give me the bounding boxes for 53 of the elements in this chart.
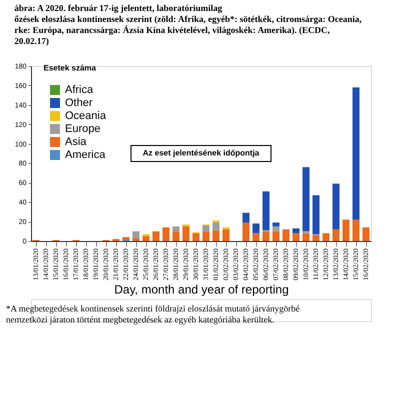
bar <box>152 231 160 241</box>
bar <box>212 222 220 230</box>
bar <box>282 229 290 241</box>
bar <box>312 195 320 234</box>
bar <box>312 235 320 241</box>
bar <box>202 231 210 241</box>
bar <box>332 229 340 241</box>
bar <box>322 233 330 241</box>
bar <box>292 228 300 234</box>
bar <box>342 220 350 241</box>
y-axis-title: Esetek száma <box>44 64 97 72</box>
text: ábra: A 2020. február 17-ig jelentett, laboratóriumilag <box>14 3 222 13</box>
legend-label: Africa <box>65 84 94 96</box>
legend-label: Other <box>65 97 93 109</box>
bar <box>132 231 140 238</box>
bar <box>122 237 130 240</box>
bar <box>292 233 300 241</box>
bar <box>272 222 280 226</box>
bar <box>172 231 180 241</box>
text: őzések eloszlása kontinensek szerint (zöld: Afrika, egyéb*: sötétkék, citromsárga: Oceania, <box>14 14 362 24</box>
bar <box>242 212 250 223</box>
bar <box>182 226 190 241</box>
legend-label: America <box>65 149 106 161</box>
bar <box>142 236 150 241</box>
text: rke: Európa, narancssárga: Ázsia Kína kivételével, világoskék: Amerika). (ECDC, <box>14 25 330 35</box>
bar <box>262 231 270 241</box>
legend-label: Europe <box>65 123 100 135</box>
bar <box>362 227 370 241</box>
bar <box>272 231 280 241</box>
annotation: Az eset jelentésének időpontja <box>142 148 260 158</box>
text: *A megbetegedések kontinensek szerinti földrajzi eloszlását mutató járványgörbé <box>6 304 300 314</box>
bar <box>272 226 280 232</box>
bar <box>212 230 220 241</box>
bar <box>192 233 200 241</box>
bar <box>132 238 140 241</box>
bar <box>172 226 180 232</box>
legend-label: Asia <box>65 136 88 148</box>
text: nemzetközi járaton történt megbetegedések az egyéb kategóriába kerültek. <box>6 314 274 324</box>
bar <box>162 227 170 241</box>
bar <box>252 233 260 241</box>
bar <box>262 191 270 230</box>
text: 20.02.17) <box>14 36 49 46</box>
bar <box>352 87 360 220</box>
bar <box>222 229 230 241</box>
bar <box>242 222 250 241</box>
x-axis-title: Day, month and year of reporting <box>114 282 289 296</box>
bar <box>252 224 260 234</box>
bar <box>302 233 310 241</box>
bar <box>352 220 360 241</box>
bar <box>202 225 210 232</box>
bar <box>332 184 340 230</box>
bar <box>302 167 310 232</box>
legend-label: Oceania <box>65 110 107 122</box>
